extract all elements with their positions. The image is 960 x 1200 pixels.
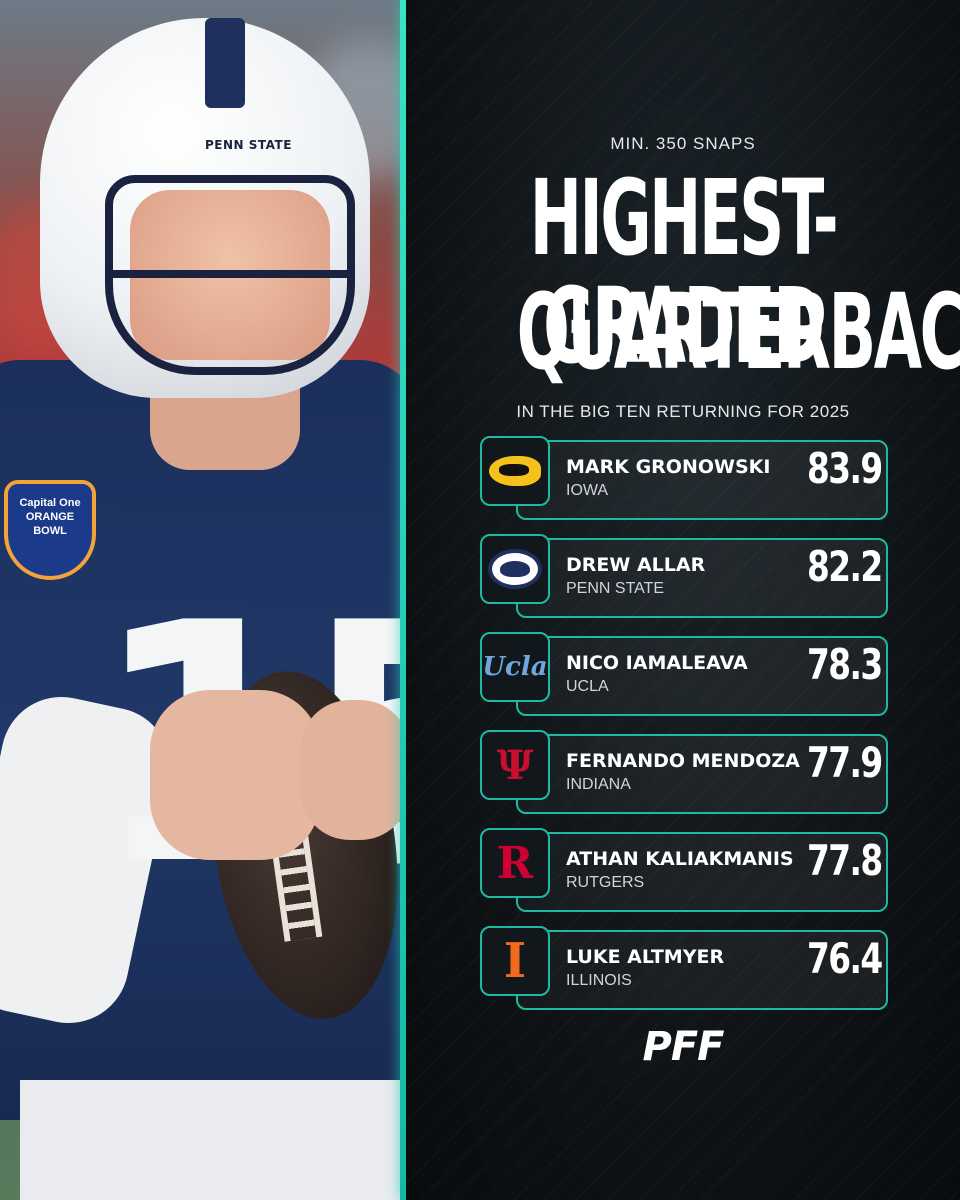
player-grade: 83.9 <box>807 444 883 493</box>
helmet-text: PENN STATE <box>205 138 292 152</box>
player-school: UCLA <box>566 678 609 695</box>
player-school: PENN STATE <box>566 580 665 597</box>
player-school: INDIANA <box>566 776 631 793</box>
player-school: IOWA <box>566 482 609 499</box>
player-grade: 77.8 <box>807 836 883 885</box>
pants <box>20 1080 400 1200</box>
team-logo: R <box>480 828 550 898</box>
list-item: MARK GRONOWSKI IOWA 83.9 <box>480 436 890 520</box>
hand <box>300 700 402 840</box>
facemask-bar <box>105 270 355 278</box>
bowl-sponsor: Capital One <box>19 497 81 509</box>
accent-divider <box>400 0 406 1200</box>
player-name: MARK GRONOWSKI <box>566 456 771 478</box>
headline-line2: QUARTERBACKS <box>516 271 960 393</box>
list-item: I LUKE ALTMYER ILLINOIS 76.4 <box>480 926 890 1010</box>
player-card <box>516 734 888 814</box>
pff-logo: PFF <box>642 1024 725 1070</box>
player-grade: 82.2 <box>807 542 883 591</box>
player-card <box>516 440 888 520</box>
player-school: ILLINOIS <box>566 972 632 989</box>
penn-state-nittany-lion-icon <box>488 549 542 589</box>
player-card <box>516 832 888 912</box>
orange-bowl-patch-icon: Capital One ORANGE BOWL <box>4 480 96 580</box>
list-item: Ψ FERNANDO MENDOZA INDIANA 77.9 <box>480 730 890 814</box>
team-logo <box>480 534 550 604</box>
list-item: DREW ALLAR PENN STATE 82.2 <box>480 534 890 618</box>
player-name: NICO IAMALEAVA <box>566 652 748 674</box>
player-name: ATHAN KALIAKMANIS <box>566 848 794 870</box>
rankings-panel: MIN. 350 SNAPS HIGHEST-GRADED QUARTERBAC… <box>406 0 960 1200</box>
team-logo: Ψ <box>480 730 550 800</box>
iowa-hawkeye-icon <box>489 456 541 486</box>
player-name: LUKE ALTMYER <box>566 946 725 968</box>
player-school: RUTGERS <box>566 874 645 891</box>
player-card <box>516 538 888 618</box>
player-grade: 77.9 <box>807 738 883 787</box>
player-grade: 76.4 <box>807 934 883 983</box>
player-name: FERNANDO MENDOZA <box>566 750 800 772</box>
player-grade: 78.3 <box>807 640 883 689</box>
illinois-i-icon: I <box>503 933 527 989</box>
indiana-iu-icon: Ψ <box>496 741 534 789</box>
hand <box>150 690 320 860</box>
team-logo <box>480 436 550 506</box>
helmet-stripe <box>205 18 245 108</box>
bowl-name: ORANGE BOWL <box>25 511 75 537</box>
ucla-script-icon: Ucla <box>482 652 548 682</box>
player-card <box>516 636 888 716</box>
subtitle: IN THE BIG TEN RETURNING FOR 2025 <box>516 402 850 421</box>
team-logo: Ucla <box>480 632 550 702</box>
list-item: R ATHAN KALIAKMANIS RUTGERS 77.8 <box>480 828 890 912</box>
player-photo: 15 PENN STATE Capital One ORANGE BOWL <box>0 0 402 1200</box>
rutgers-r-icon: R <box>496 837 534 889</box>
kicker: MIN. 350 SNAPS <box>610 134 756 153</box>
list-item: Ucla NICO IAMALEAVA UCLA 78.3 <box>480 632 890 716</box>
player-name: DREW ALLAR <box>566 554 706 576</box>
team-logo: I <box>480 926 550 996</box>
player-card <box>516 930 888 1010</box>
headline-line1: HIGHEST-GRADED <box>529 157 839 387</box>
